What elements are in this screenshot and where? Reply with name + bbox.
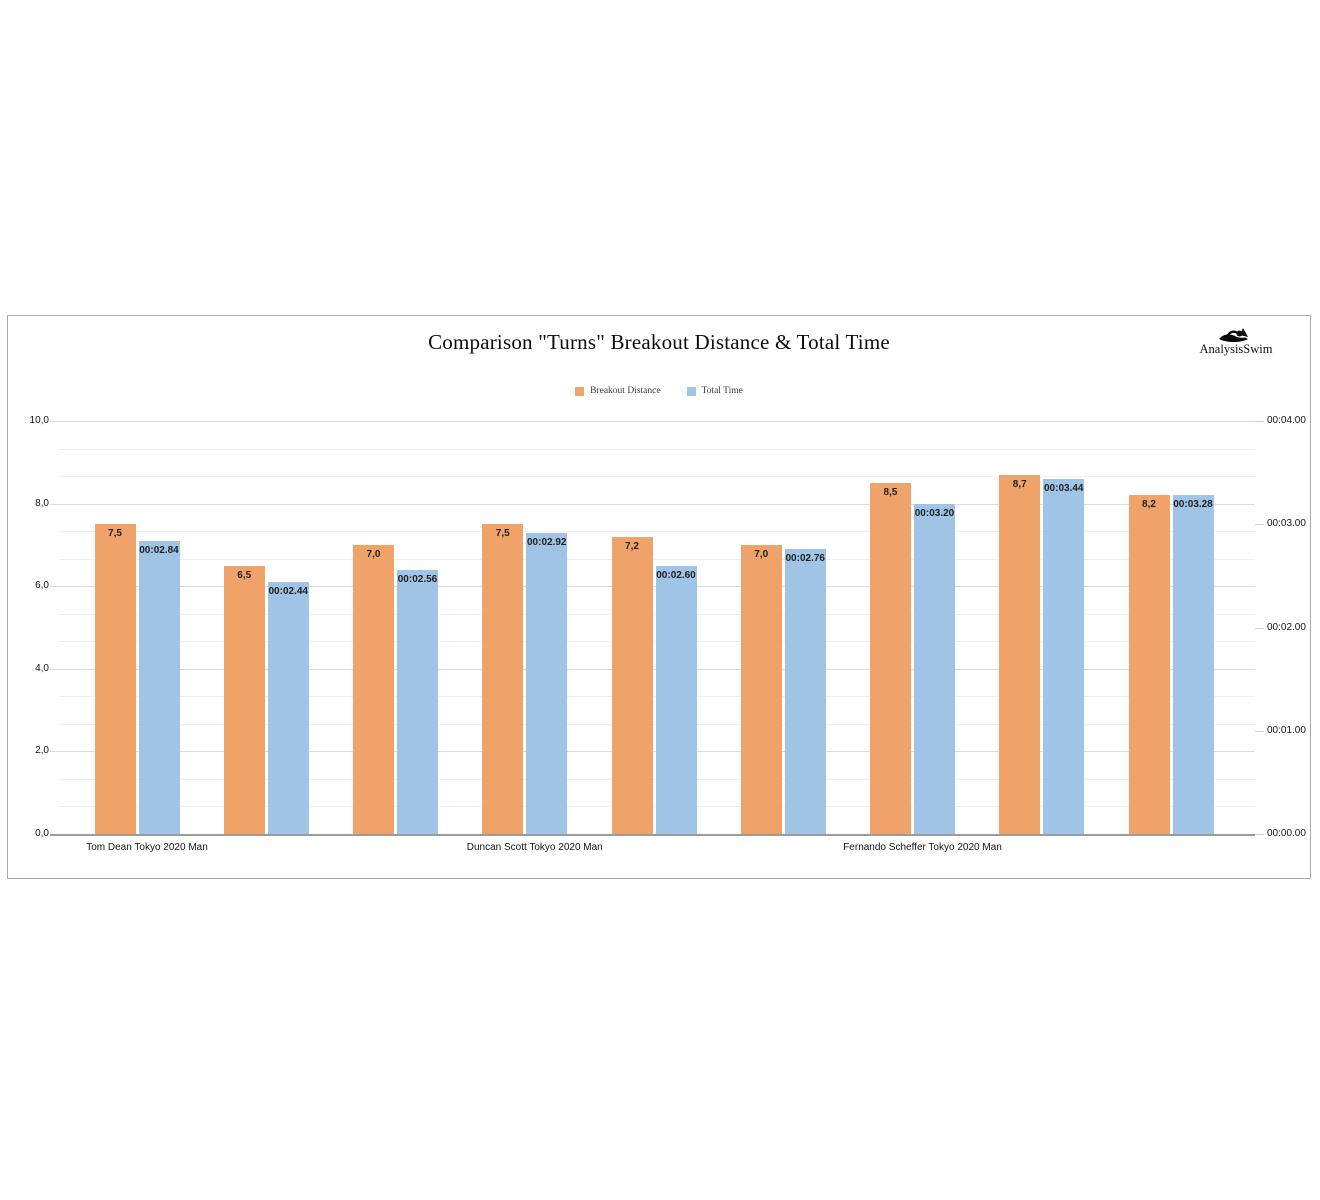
gridline (50, 668, 1255, 670)
breakout-distance-bar: 8,7 (999, 474, 1041, 834)
legend-item-total-time[interactable]: Total Time (686, 386, 743, 396)
bar-value-label: 8,2 (1142, 499, 1156, 511)
gridline (50, 834, 1255, 836)
bar-value-label: 00:02.60 (656, 569, 696, 581)
total-time-bar: 00:02.92 (526, 532, 568, 834)
total-time-bar: 00:03.44 (1043, 478, 1085, 834)
breakout-distance-bar: 6,5 (223, 565, 265, 834)
left-axis-tick-label: 4,0 (35, 662, 49, 674)
bar-value-label: 00:02.84 (139, 544, 179, 556)
right-axis-tick-label: 00:02.00 (1267, 621, 1306, 633)
bar-value-label: 00:02.44 (268, 586, 308, 598)
gridline (59, 558, 1255, 560)
right-axis-tick-label: 00:00.00 (1267, 828, 1306, 839)
total-time-bar: 00:03.28 (1172, 495, 1214, 834)
x-axis-group-label: Tom Dean Tokyo 2020 Man (86, 842, 208, 853)
breakout-distance-bar: 7,0 (740, 544, 782, 834)
left-axis-tick-label: 0,0 (35, 828, 49, 839)
brand-logo: AnalysisSwim (1186, 326, 1286, 357)
chart-legend: Breakout Distance Total Time (8, 386, 1310, 396)
breakout-distance-bar: 7,2 (611, 536, 653, 834)
breakout-distance-bar: 8,2 (1128, 495, 1170, 834)
chart-title: Comparison "Turns" Breakout Distance & T… (428, 330, 890, 354)
breakout-distance-bar: 8,5 (870, 482, 911, 834)
x-axis-group-label: Duncan Scott Tokyo 2020 Man (466, 842, 603, 853)
gridline (50, 421, 1255, 422)
bar-value-label: 7,0 (366, 548, 381, 560)
gridline (59, 476, 1255, 478)
bar-value-label: 00:03.20 (914, 507, 955, 519)
left-axis-tick-label: 10,0 (29, 415, 49, 426)
bar-value-label: 7,0 (754, 548, 769, 560)
breakout-distance-bar: 7,5 (94, 524, 136, 834)
right-axis-tick (1255, 627, 1264, 629)
gridline (59, 448, 1255, 450)
total-time-bar: 00:02.76 (784, 549, 826, 834)
right-axis-tick (1255, 834, 1264, 835)
bar-value-label: 00:02.76 (785, 553, 825, 564)
brand-name: AnalysisSwim (1199, 342, 1273, 356)
legend-label: Total Time (701, 386, 743, 396)
bar-value-label: 00:02.92 (527, 536, 567, 548)
x-axis-group-label: Fernando Scheffer Tokyo 2020 Man (843, 842, 1002, 853)
bar-value-label: 6,5 (237, 569, 252, 581)
legend-label: Breakout Distance (590, 386, 661, 396)
chart-card: Comparison "Turns" Breakout Distance & T… (7, 315, 1311, 879)
gridline (59, 531, 1255, 533)
left-axis-tick-label: 6,0 (35, 580, 49, 592)
plot-area: 0,0 2,0 4,0 6,0 8,0 10,0 00:00.00 00:01.00 00:02… (30, 415, 1306, 853)
gridline (50, 503, 1255, 505)
total-time-bar: 00:02.60 (655, 565, 697, 834)
right-axis-tick-label: 00:01.00 (1267, 724, 1306, 736)
gridline (50, 751, 1255, 753)
bar-value-label: 8,5 (883, 486, 898, 498)
bar-value-label: 7,5 (108, 528, 122, 540)
total-time-swatch (686, 386, 696, 396)
breakout-distance-swatch (575, 386, 585, 396)
right-axis-tick (1255, 421, 1264, 422)
swimmer-icon (1219, 328, 1248, 342)
bar-value-label: 00:03.44 (1044, 482, 1084, 494)
breakout-distance-bar: 7,5 (482, 524, 524, 834)
bar-value-label: 7,5 (495, 528, 510, 540)
left-axis-tick-label: 8,0 (35, 497, 49, 509)
bar-value-label: 00:03.28 (1173, 499, 1213, 511)
total-time-bar: 00:02.84 (138, 540, 180, 834)
bar-value-label: 00:02.56 (397, 573, 438, 585)
legend-item-breakout-distance[interactable]: Breakout Distance (575, 386, 661, 396)
gridline (50, 586, 1255, 588)
total-time-bar: 00:02.44 (267, 582, 309, 834)
bar-value-label: 8,7 (1012, 478, 1027, 490)
total-time-bar: 00:03.20 (914, 503, 955, 834)
right-axis-tick-label: 00:04.00 (1267, 415, 1306, 426)
breakout-distance-bar: 7,0 (353, 544, 394, 834)
right-axis-tick-label: 00:03.00 (1267, 518, 1306, 530)
left-axis-tick-label: 2,0 (35, 745, 49, 757)
right-axis-tick (1255, 730, 1264, 732)
total-time-bar: 00:02.56 (397, 569, 438, 834)
right-axis-tick (1255, 524, 1264, 526)
bar-value-label: 7,2 (625, 540, 639, 552)
